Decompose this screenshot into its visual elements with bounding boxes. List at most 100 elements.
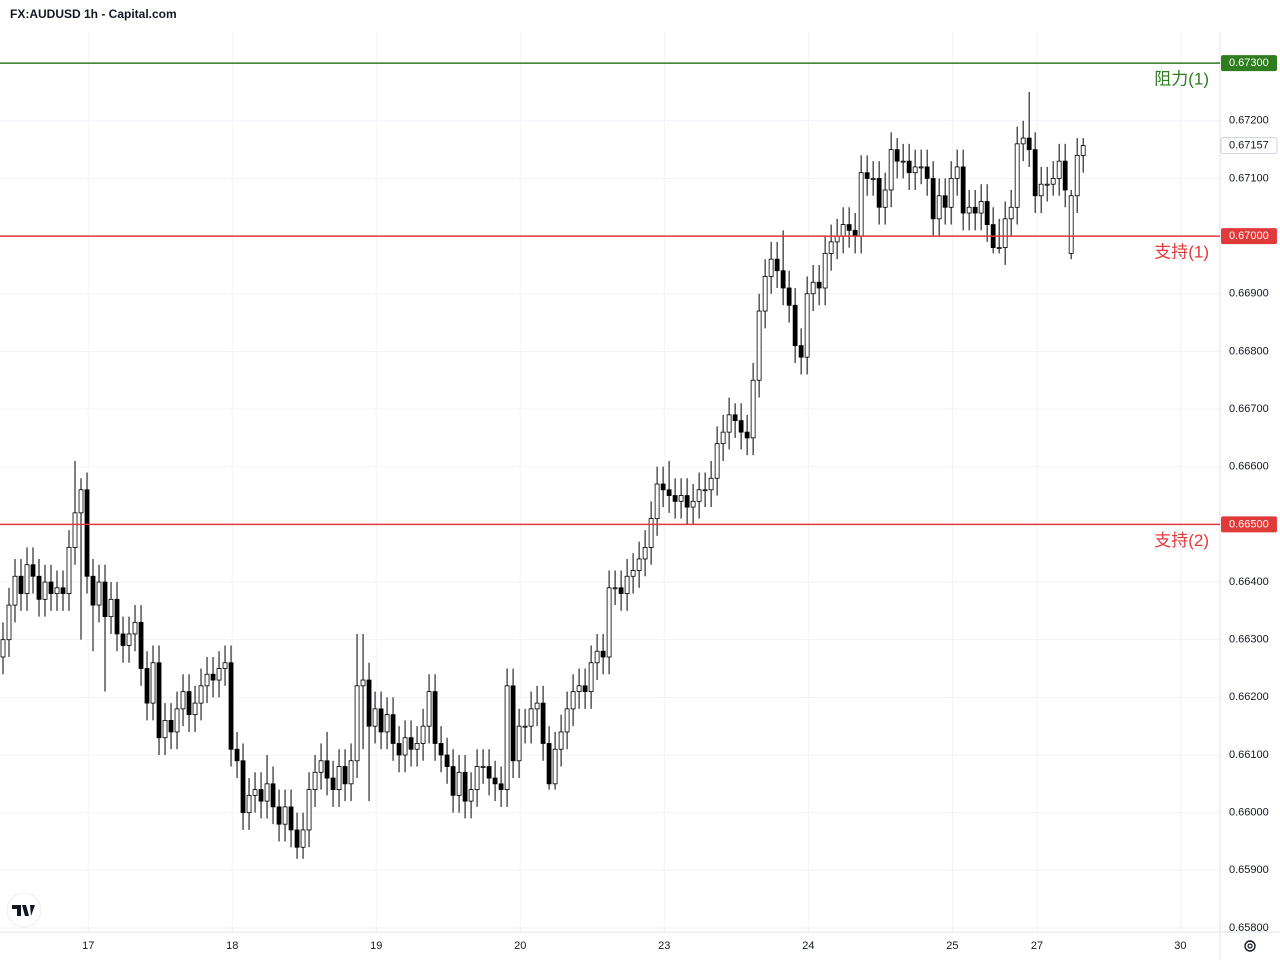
candle-body bbox=[240, 760, 246, 814]
candle-body bbox=[630, 570, 636, 577]
candle-body bbox=[762, 276, 768, 312]
candle-body bbox=[606, 587, 612, 658]
candle-body bbox=[1080, 145, 1086, 156]
candle-body bbox=[930, 178, 936, 220]
candle-body bbox=[858, 172, 864, 237]
x-tick-label: 19 bbox=[370, 940, 382, 952]
candle-body bbox=[300, 829, 306, 848]
candle-body bbox=[522, 725, 528, 728]
candle-body bbox=[660, 483, 666, 491]
candle-body bbox=[54, 587, 60, 594]
y-tick-label: 0.66800 bbox=[1229, 345, 1269, 357]
candle-body bbox=[624, 575, 630, 594]
candle-body bbox=[546, 743, 552, 785]
candle-body bbox=[210, 673, 216, 681]
candle-body bbox=[588, 662, 594, 692]
candle-body bbox=[348, 760, 354, 785]
x-tick-label: 27 bbox=[1031, 940, 1043, 952]
candle-body bbox=[126, 633, 132, 646]
candle-body bbox=[636, 558, 642, 571]
candle-body bbox=[408, 737, 414, 750]
candle-body bbox=[978, 201, 984, 214]
candle-body bbox=[840, 224, 846, 237]
candle-body bbox=[570, 691, 576, 710]
candle-body bbox=[72, 512, 78, 548]
candle-body bbox=[258, 789, 264, 802]
candle-body bbox=[360, 679, 366, 687]
candle-body bbox=[786, 287, 792, 306]
y-tick-label: 0.66700 bbox=[1229, 403, 1269, 415]
candle-body bbox=[702, 489, 708, 492]
candle-body bbox=[558, 731, 564, 750]
y-tick-label: 0.66400 bbox=[1229, 576, 1269, 588]
level-name: 阻力(1) bbox=[1154, 70, 1209, 89]
candle-body bbox=[498, 783, 504, 790]
candle-body bbox=[480, 766, 486, 768]
candle-body bbox=[474, 766, 480, 790]
candle-body bbox=[744, 431, 750, 439]
candle-body bbox=[138, 621, 144, 669]
candle-body bbox=[528, 708, 534, 727]
candle-body bbox=[228, 662, 234, 750]
candle-body bbox=[720, 431, 726, 445]
y-tick-label: 0.65900 bbox=[1229, 864, 1269, 876]
candle-body bbox=[192, 702, 198, 716]
candle-body bbox=[342, 766, 348, 785]
candle-body bbox=[846, 224, 852, 231]
candle-body bbox=[618, 587, 624, 594]
candle-body bbox=[468, 789, 474, 802]
candle-body bbox=[270, 783, 276, 808]
candle-body bbox=[780, 270, 786, 289]
level-price-label: 0.67300 bbox=[1229, 57, 1269, 69]
candle-body bbox=[696, 489, 702, 502]
candle-body bbox=[906, 160, 912, 174]
candle-body bbox=[180, 691, 186, 710]
candle-body bbox=[882, 189, 888, 208]
candle-body bbox=[678, 495, 684, 502]
candle-body bbox=[336, 766, 342, 790]
candle-body bbox=[402, 737, 408, 756]
candle-body bbox=[156, 662, 162, 739]
candle-body bbox=[390, 714, 396, 744]
candle-body bbox=[540, 702, 546, 744]
candle-body bbox=[90, 575, 96, 606]
candle-body bbox=[78, 489, 84, 514]
candle-body bbox=[174, 708, 180, 733]
candle-body bbox=[108, 598, 114, 618]
candle-body bbox=[966, 206, 972, 214]
candle-body bbox=[102, 581, 108, 618]
candle-body bbox=[396, 743, 402, 756]
candle-body bbox=[654, 483, 660, 520]
x-tick-label: 30 bbox=[1174, 940, 1186, 952]
level-price-label: 0.67000 bbox=[1229, 230, 1269, 242]
candle-body bbox=[264, 783, 270, 802]
candle-body bbox=[132, 621, 138, 635]
candle-body bbox=[726, 414, 732, 433]
candle-body bbox=[1050, 178, 1056, 185]
candle-body bbox=[12, 575, 18, 606]
x-tick-label: 18 bbox=[226, 940, 238, 952]
candle-body bbox=[1044, 183, 1050, 186]
candle-body bbox=[24, 564, 30, 594]
candle-body bbox=[324, 760, 330, 779]
candle-body bbox=[672, 495, 678, 502]
candle-body bbox=[564, 708, 570, 733]
candle-body bbox=[876, 178, 882, 208]
candles bbox=[0, 91, 1086, 859]
level-name: 支持(2) bbox=[1154, 531, 1209, 550]
candle-body bbox=[120, 633, 126, 646]
level-price-box bbox=[1221, 55, 1277, 72]
settings-icon[interactable] bbox=[1244, 940, 1256, 952]
candle-body bbox=[492, 777, 498, 785]
candle-body bbox=[996, 247, 1002, 250]
candle-body bbox=[948, 178, 954, 208]
candle-body bbox=[252, 789, 258, 796]
candle-body bbox=[870, 178, 876, 180]
candle-body bbox=[924, 166, 930, 179]
candle-body bbox=[354, 685, 360, 762]
candle-body bbox=[684, 495, 690, 508]
candle-body bbox=[312, 771, 318, 790]
level-price-box bbox=[1221, 516, 1277, 533]
candle-body bbox=[852, 229, 858, 237]
